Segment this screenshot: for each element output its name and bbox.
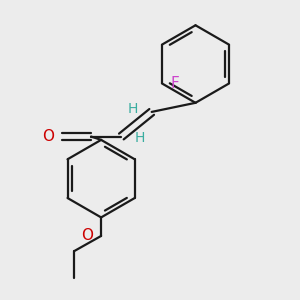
Text: O: O [42, 129, 54, 144]
Text: H: H [135, 131, 145, 145]
Text: O: O [81, 229, 93, 244]
Text: F: F [170, 76, 179, 91]
Text: H: H [128, 101, 138, 116]
